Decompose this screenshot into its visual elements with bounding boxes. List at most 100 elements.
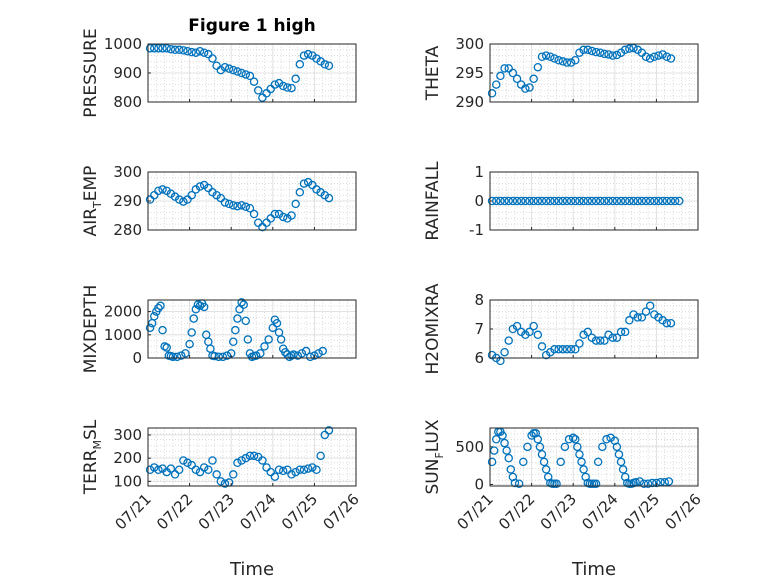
data-point xyxy=(229,337,238,347)
data-point xyxy=(541,51,551,60)
data-point xyxy=(541,465,551,474)
x-tick-label: 07/24 xyxy=(578,490,621,533)
data-point xyxy=(533,196,543,206)
data-point xyxy=(312,465,321,475)
data-point xyxy=(287,83,296,93)
data-point xyxy=(583,45,593,55)
data-point xyxy=(278,466,288,476)
data-point xyxy=(641,196,651,206)
x-tick-label: 07/22 xyxy=(495,490,538,533)
data-point xyxy=(208,456,217,465)
data-point xyxy=(237,298,246,307)
data-point xyxy=(260,342,269,351)
data-point xyxy=(229,470,238,479)
data-point xyxy=(504,64,513,73)
data-point xyxy=(633,313,642,322)
data-point xyxy=(270,80,280,89)
data-point xyxy=(591,336,601,345)
data-point xyxy=(195,301,205,311)
data-point xyxy=(249,77,259,86)
data-point xyxy=(550,54,559,63)
data-point xyxy=(324,61,334,71)
x-axis-label-right: Time xyxy=(571,559,616,580)
data-point xyxy=(645,301,655,311)
data-point xyxy=(220,62,230,72)
data-point xyxy=(183,47,192,56)
subplot-air-temp: 280 290 300 AIRTEMP xyxy=(81,163,357,239)
data-point xyxy=(554,55,563,65)
data-point xyxy=(174,465,184,475)
data-point xyxy=(324,193,334,203)
data-point xyxy=(521,84,530,93)
data-point xyxy=(608,333,617,342)
data-point xyxy=(614,450,624,459)
data-point xyxy=(550,196,559,206)
data-point xyxy=(566,58,576,67)
data-point xyxy=(308,463,317,472)
data-point xyxy=(666,318,676,328)
data-point xyxy=(222,351,232,360)
data-point xyxy=(287,470,296,479)
data-point xyxy=(278,81,288,91)
axes-box xyxy=(489,171,699,231)
data-point xyxy=(245,71,255,81)
y-tick-label: 0 xyxy=(132,349,142,367)
data-point xyxy=(187,190,196,200)
data-point xyxy=(191,465,201,475)
subplot-theta: 290 295 300 THETA xyxy=(423,35,699,111)
data-point xyxy=(579,45,588,55)
data-point xyxy=(664,477,674,486)
data-point xyxy=(633,196,642,206)
x-tick-label: 07/25 xyxy=(620,490,663,533)
data-point xyxy=(662,196,672,206)
plot-area xyxy=(490,428,698,486)
data-point xyxy=(314,349,323,358)
data-point xyxy=(491,196,501,206)
data-point xyxy=(637,196,647,206)
y-tick-label: 280 xyxy=(113,221,142,239)
data-point xyxy=(525,327,534,337)
plot-area xyxy=(148,300,356,358)
data-point xyxy=(662,52,672,62)
data-point xyxy=(591,47,601,57)
data-point xyxy=(643,479,653,488)
data-point xyxy=(500,64,509,73)
data-point xyxy=(158,44,167,53)
data-point xyxy=(616,196,626,206)
data-point xyxy=(591,196,601,206)
data-point xyxy=(162,44,171,53)
data-point xyxy=(562,345,572,354)
data-point xyxy=(519,457,528,467)
y-tick-label: 200 xyxy=(113,449,142,467)
y-axis-label: AIRTEMP xyxy=(81,166,104,237)
data-point xyxy=(241,316,251,326)
data-point xyxy=(258,456,267,465)
data-point xyxy=(641,52,651,62)
data-point xyxy=(266,467,275,477)
data-point xyxy=(310,351,319,360)
data-point xyxy=(523,442,532,452)
data-point xyxy=(237,68,246,78)
data-point xyxy=(154,303,163,313)
data-point xyxy=(504,196,513,206)
y-axis-label: H2OMIXRA xyxy=(423,283,443,374)
y-tick-label: 8 xyxy=(474,291,484,309)
data-point xyxy=(295,465,305,475)
subplot-h2omixra: 6 7 8 H2OMIXRA xyxy=(423,283,699,375)
data-point xyxy=(154,465,163,475)
data-point xyxy=(593,457,603,467)
data-point xyxy=(231,325,240,335)
data-point xyxy=(208,54,217,63)
data-point xyxy=(612,333,622,342)
y-axis-label: MIXDEPTH xyxy=(81,285,101,374)
axes-box xyxy=(489,427,699,487)
data-point xyxy=(558,57,568,66)
data-point xyxy=(571,435,580,444)
data-point xyxy=(645,54,655,63)
data-point xyxy=(241,70,251,79)
y-tick-label: 300 xyxy=(113,426,142,444)
x-tick-label: 07/23 xyxy=(537,490,580,533)
data-point xyxy=(550,345,559,354)
data-point xyxy=(174,195,184,204)
data-point xyxy=(239,300,248,309)
